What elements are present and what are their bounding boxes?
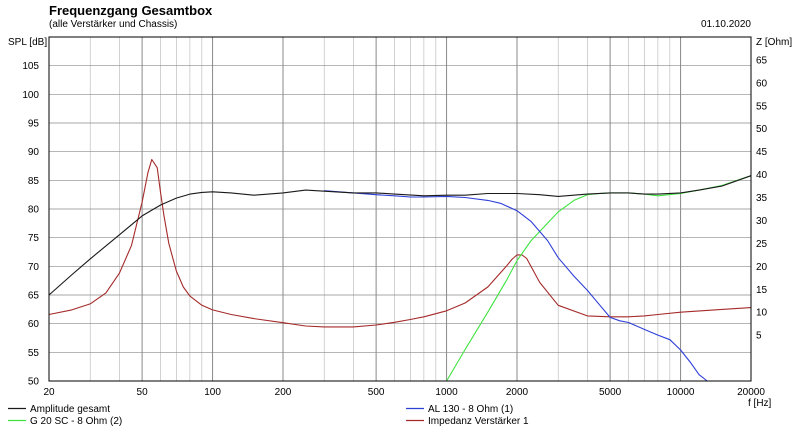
- y-left-tick-label: 60: [28, 319, 40, 330]
- y-left-tick-labels: 50 55 60 65 70 75 80 85 90 95 100 105: [22, 61, 39, 387]
- y-right-tick-label: 60: [756, 78, 768, 89]
- legend-label: AL 130 - 8 Ohm (1): [428, 404, 513, 415]
- plot-frame: [48, 36, 752, 382]
- x-tick-label: 5000: [599, 387, 622, 398]
- x-tick-label: 50: [137, 387, 149, 398]
- legend-item: AL 130 - 8 Ohm (1): [406, 404, 513, 415]
- series-lines: [48, 158, 752, 382]
- y-left-tick-label: 95: [28, 119, 40, 130]
- y-right-tick-label: 10: [756, 308, 768, 319]
- series-line: [324, 190, 751, 382]
- legend-label: Impedanz Verstärker 1: [428, 416, 529, 427]
- y-right-tick-label: 30: [756, 216, 768, 227]
- x-tick-label: 20000: [737, 387, 765, 398]
- y-left-tick-label: 90: [28, 147, 40, 158]
- y-right-axis-label: Z [Ohm]: [756, 37, 792, 48]
- legend-item: Impedanz Verstärker 1: [406, 416, 529, 427]
- y-right-tick-label: 55: [756, 101, 768, 112]
- y-right-tick-label: 5: [756, 331, 762, 342]
- y-right-tick-label: 65: [756, 55, 768, 66]
- y-left-axis-label: SPL [dB]: [8, 37, 47, 48]
- y-left-tick-label: 75: [28, 233, 40, 244]
- y-left-tick-label: 85: [28, 176, 40, 187]
- x-tick-label: 2000: [506, 387, 529, 398]
- y-left-tick-label: 70: [28, 262, 40, 273]
- y-right-tick-label: 15: [756, 285, 768, 296]
- legend-item: Amplitude gesamt: [8, 404, 110, 415]
- y-left-tick-label: 65: [28, 291, 40, 302]
- legend-label: Amplitude gesamt: [30, 404, 110, 415]
- legend: Amplitude gesamt G 20 SC - 8 Ohm (2) AL …: [8, 404, 529, 427]
- y-right-tick-labels: 5 10 15 20 25 30 35 40 45 50 55 60 65: [756, 55, 768, 341]
- y-left-tick-label: 105: [22, 61, 39, 72]
- y-right-tick-label: 35: [756, 193, 768, 204]
- y-right-tick-label: 40: [756, 170, 768, 181]
- legend-item: G 20 SC - 8 Ohm (2): [8, 416, 122, 427]
- x-tick-labels: 20 50 100 200 500 1000 2000 5000 10000 20000: [43, 387, 765, 398]
- series-line: [49, 175, 752, 382]
- y-right-tick-label: 25: [756, 239, 768, 250]
- x-tick-label: 20: [43, 387, 55, 398]
- chart-subtitle: (alle Verstärker und Chassis): [49, 19, 177, 30]
- x-axis-label: f [Hz]: [748, 398, 772, 409]
- grid: [49, 37, 751, 381]
- y-left-tick-label: 55: [28, 348, 40, 359]
- y-left-tick-label: 80: [28, 205, 40, 216]
- y-left-tick-label: 50: [28, 377, 40, 388]
- x-tick-label: 500: [368, 387, 385, 398]
- chart-date: 01.10.2020: [701, 19, 751, 30]
- legend-label: G 20 SC - 8 Ohm (2): [30, 416, 122, 427]
- y-right-tick-label: 20: [756, 262, 768, 273]
- x-tick-label: 10000: [667, 387, 695, 398]
- x-tick-label: 1000: [435, 387, 458, 398]
- y-right-tick-label: 45: [756, 147, 768, 158]
- series-line: [48, 175, 752, 296]
- x-tick-label: 200: [275, 387, 292, 398]
- chart-title: Frequenzgang Gesamtbox: [49, 3, 213, 18]
- y-left-tick-label: 100: [22, 90, 39, 101]
- x-tick-label: 100: [204, 387, 221, 398]
- series-line: [48, 158, 752, 328]
- y-right-tick-label: 50: [756, 124, 768, 135]
